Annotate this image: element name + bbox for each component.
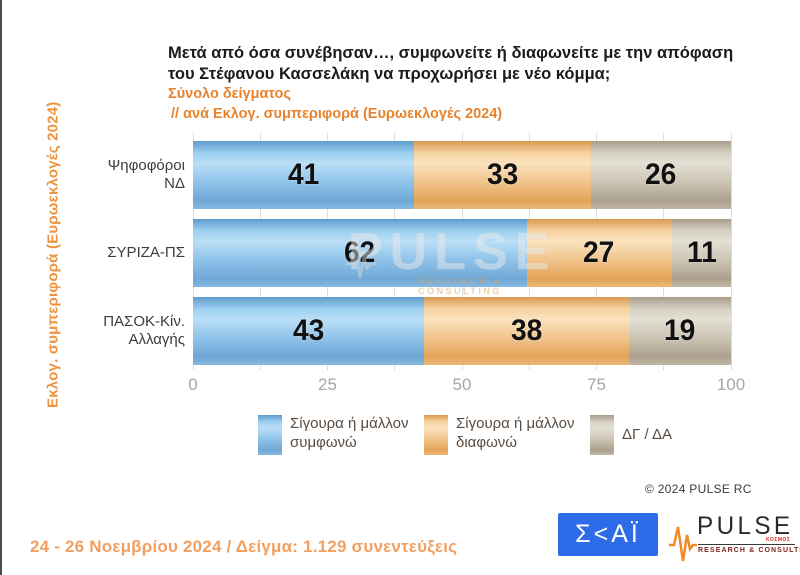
bar-value-label: 19 xyxy=(664,314,696,347)
legend-item: Σίγουρα ή μάλλον συμφωνώ xyxy=(258,415,412,455)
legend-label: Σίγουρα ή μάλλον διαφωνώ xyxy=(456,415,575,451)
chart-legend: Σίγουρα ή μάλλον συμφωνώ Σίγουρα ή μάλλον… xyxy=(258,415,684,455)
bar-value-label: 38 xyxy=(510,314,543,347)
bar-segment: 33 xyxy=(413,141,592,209)
bar-segment: 62 xyxy=(193,219,527,287)
bar-value-label: 26 xyxy=(645,158,677,191)
bar-value-label: 41 xyxy=(287,158,319,191)
skai-logo-text: Σ<ΑΪ xyxy=(575,520,641,548)
pulse-logo-rule xyxy=(698,544,795,545)
category-label: ΣΥΡΙΖΑ-ΠΣ xyxy=(107,243,185,261)
bar-segment: 27 xyxy=(526,219,672,287)
chart-subtitle-breakdown: // ανά Εκλογ. συμπεριφορά (Ευρωεκλογές 2… xyxy=(171,106,503,122)
bar-segment: 43 xyxy=(193,297,425,365)
fieldwork-date-sample: 24 - 26 Νοεμβρίου 2024 / Δείγμα: 1.129 σ… xyxy=(30,537,458,556)
bar-value-label: 11 xyxy=(686,236,717,269)
chart-title: Μετά από όσα συνέβησαν…, συμφωνείτε ή δι… xyxy=(168,44,734,83)
legend-swatch xyxy=(258,415,282,455)
bar-row: 41 33 26 xyxy=(193,141,731,209)
category-label: Ψηφοφόροι ΝΔ xyxy=(107,156,185,192)
x-axis-tick-label: 25 xyxy=(318,375,337,394)
bar-row: 43 38 19 xyxy=(193,297,731,365)
skai-logo: Σ<ΑΪ xyxy=(558,513,658,556)
legend-item: Σίγουρα ή μάλλον διαφωνώ xyxy=(424,415,578,455)
legend-label: Σίγουρα ή μάλλον συμφωνώ xyxy=(290,415,409,451)
x-axis-tick-label: 100 xyxy=(716,375,746,394)
legend-item: ΔΓ / ΔΑ xyxy=(590,415,672,455)
bar-row: 62 27 11 xyxy=(193,219,731,287)
bar-segment: 19 xyxy=(628,297,731,365)
bar-value-label: 43 xyxy=(292,314,325,347)
legend-swatch xyxy=(424,415,448,455)
side-axis-group-label: Εκλογ. συμπεριφορά (Ευρωεκλογές 2024) xyxy=(44,101,62,409)
bar-value-label: 33 xyxy=(486,158,519,191)
bar-segment: 26 xyxy=(591,141,731,209)
bar-segment: 11 xyxy=(671,219,731,287)
x-axis-tick-label: 0 xyxy=(188,375,198,394)
legend-swatch xyxy=(590,415,614,455)
bar-segment: 38 xyxy=(424,297,629,365)
bar-segment: 41 xyxy=(193,141,414,209)
bar-value-label: 27 xyxy=(583,236,615,269)
bar-value-label: 62 xyxy=(344,236,376,269)
pulse-logo-mark: ΚΟΣΜΟΣ xyxy=(766,537,791,543)
pulse-logo-subtext: RESEARCH & CONSULTING xyxy=(698,547,800,554)
gridline xyxy=(730,133,732,370)
plot-area: 41 33 26 62 27 11 43 38 19 xyxy=(192,133,732,370)
left-edge-rule xyxy=(0,0,2,575)
category-label: ΠΑΣΟΚ-Κίν. Αλλαγής xyxy=(103,312,185,348)
pulse-logo: PULSE ΚΟΣΜΟΣ RESEARCH & CONSULTING xyxy=(669,511,800,565)
chart-subtitle-sample: Σύνολο δείγματος xyxy=(168,86,291,102)
legend-label: ΔΓ / ΔΑ xyxy=(622,426,672,443)
x-axis-tick-label: 75 xyxy=(587,375,606,394)
heartbeat-icon xyxy=(669,526,697,562)
pulse-logo-text: PULSE xyxy=(697,512,794,540)
copyright-text: © 2024 PULSE RC xyxy=(645,482,752,496)
x-axis-tick-label: 50 xyxy=(452,375,472,394)
